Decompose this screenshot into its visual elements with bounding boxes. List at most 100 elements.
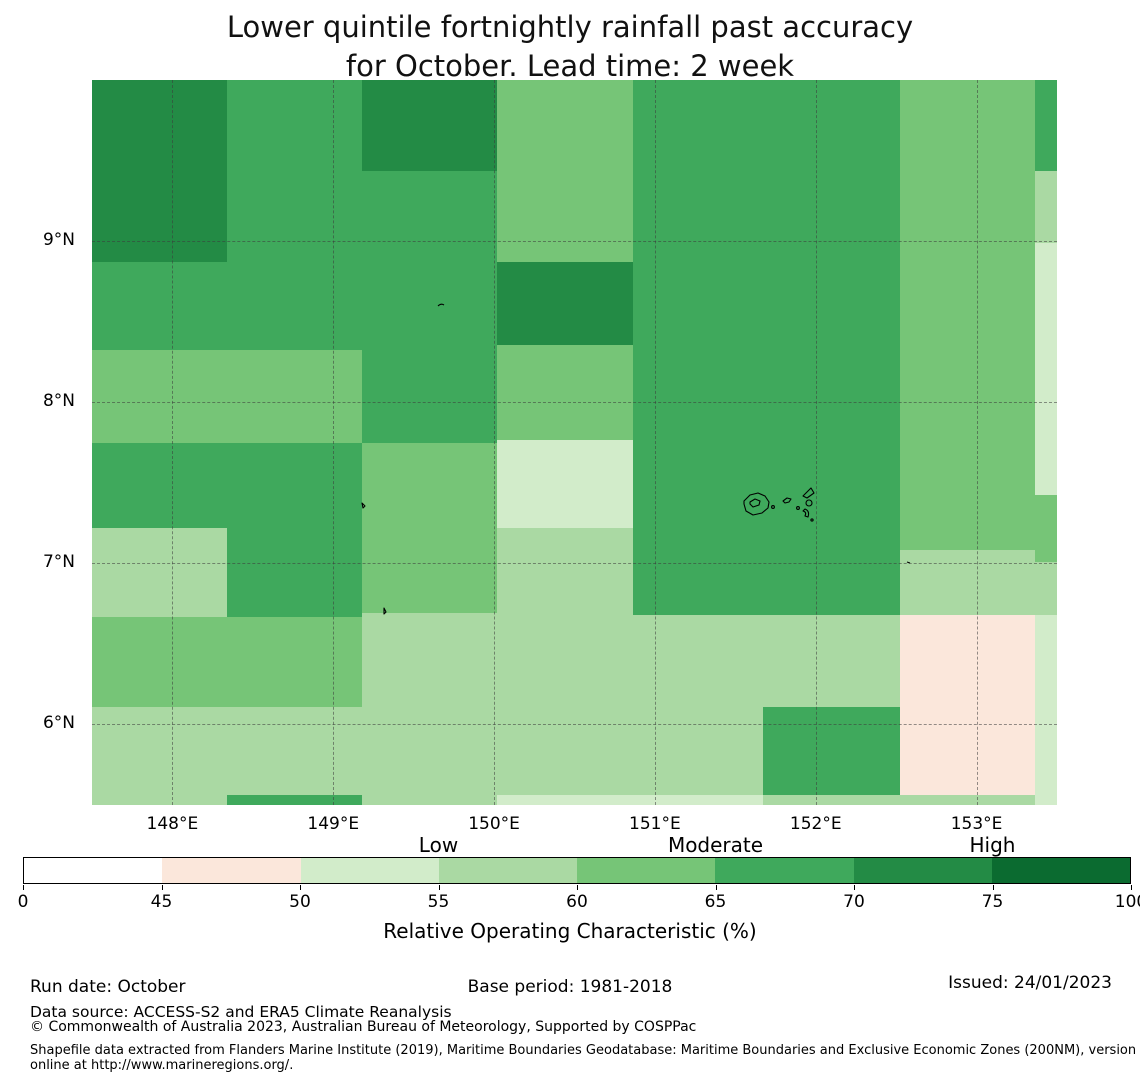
- map-cell: [92, 350, 227, 443]
- map-cell: [900, 80, 1035, 550]
- title-line-2: for October. Lead time: 2 week: [345, 49, 795, 83]
- x-tick-label: 150°E: [468, 814, 520, 834]
- map-cell: [633, 615, 763, 795]
- colorbar: [23, 857, 1131, 884]
- colorbar-tick-label: 45: [150, 892, 173, 912]
- colorbar-tick: [715, 885, 717, 890]
- colorbar-descriptor: High: [969, 833, 1016, 857]
- map-cell: [362, 171, 497, 443]
- map-cell: [227, 617, 362, 707]
- map-cell: [362, 80, 497, 171]
- page-title: Lower quintile fortnightly rainfall past…: [0, 8, 1140, 86]
- y-tick-label: 6°N: [42, 713, 75, 734]
- colorbar-segment: [438, 858, 577, 883]
- map-cell: [1035, 615, 1057, 805]
- colorbar-tick: [854, 885, 855, 890]
- islet-speck: [906, 561, 911, 564]
- colorbar-tick: [161, 885, 163, 890]
- islet-outline: [782, 497, 792, 504]
- map-cell: [92, 80, 227, 262]
- y-tick-label: 9°N: [42, 230, 75, 251]
- islet-outline: [805, 499, 813, 507]
- map-cell: [900, 615, 1035, 795]
- colorbar-segment: [300, 858, 439, 883]
- islet-dot: [796, 506, 800, 510]
- map-cell: [92, 262, 227, 350]
- shapefile-attribution-line1: Shapefile data extracted from Flanders M…: [30, 1043, 1140, 1058]
- map-cell: [92, 443, 227, 528]
- map-cell: [763, 615, 900, 707]
- colorbar-segment: [577, 858, 716, 883]
- colorbar-tick: [438, 885, 440, 890]
- title-line-1: Lower quintile fortnightly rainfall past…: [226, 10, 914, 44]
- islet-outline: [802, 508, 810, 518]
- y-tick-label: 7°N: [42, 552, 75, 573]
- map-cell: [227, 80, 362, 350]
- colorbar-segment: [24, 858, 163, 883]
- map-cell: [763, 707, 900, 795]
- colorbar-tick-label: 75: [981, 892, 1004, 912]
- run-date-text: Run date: October: [30, 977, 186, 997]
- map-cell: [227, 707, 362, 795]
- copyright-text: © Commonwealth of Australia 2023, Austra…: [30, 1019, 697, 1035]
- map-cell: [763, 80, 900, 615]
- map-cell: [92, 528, 227, 617]
- colorbar-tick: [992, 885, 994, 890]
- map-cell: [362, 443, 497, 613]
- map-cell: [633, 80, 763, 615]
- colorbar-segment: [715, 858, 854, 883]
- map-cell: [227, 443, 362, 617]
- islet-speck: [383, 607, 387, 615]
- map-cell: [1035, 80, 1057, 171]
- map-cell: [362, 613, 497, 805]
- map-cell: [497, 80, 633, 262]
- colorbar-tick-label: 100: [1114, 892, 1140, 912]
- colorbar-tick: [1131, 885, 1132, 890]
- colorbar-axis-label: Relative Operating Characteristic (%): [383, 919, 757, 943]
- map-cell: [92, 617, 227, 707]
- map-cell: [633, 795, 763, 805]
- colorbar-tick: [23, 885, 24, 890]
- chuuk-reef-outline: [743, 492, 770, 516]
- x-tick-label: 149°E: [307, 814, 360, 834]
- colorbar-segment: [991, 858, 1130, 883]
- x-tick-label: 152°E: [789, 814, 842, 834]
- map-cell: [497, 795, 633, 805]
- colorbar-tick-label: 65: [704, 892, 727, 912]
- map-cell: [227, 350, 362, 443]
- colorbar-segment: [853, 858, 992, 883]
- islet-dot: [810, 518, 814, 522]
- colorbar-tick-label: 60: [566, 892, 588, 912]
- colorbar-tick-label: 55: [427, 892, 450, 912]
- colorbar-tick-label: 0: [17, 892, 29, 912]
- island-outlines: [361, 303, 911, 615]
- islet-speck: [361, 502, 366, 509]
- map-cell: [763, 795, 900, 805]
- colorbar-tick: [577, 885, 578, 890]
- map-cell: [497, 345, 633, 440]
- colorbar-tick-label: 50: [289, 892, 311, 912]
- map-cell: [227, 795, 362, 805]
- data-source-text: Data source: ACCESS-S2 and ERA5 Climate …: [30, 1003, 452, 1021]
- map-cell: [1035, 243, 1057, 495]
- map-cell: [497, 528, 633, 795]
- colorbar-descriptor: Moderate: [667, 833, 764, 857]
- roc-heatmap: [92, 80, 1057, 805]
- x-tick-label: 153°E: [950, 814, 1003, 834]
- colorbar-segment: [162, 858, 301, 883]
- map-cell: [1035, 562, 1057, 615]
- islet-dot: [771, 505, 775, 509]
- x-tick-label: 148°E: [146, 814, 199, 834]
- map-cell: [900, 550, 1035, 615]
- map-cell: [1035, 495, 1057, 562]
- colorbar-descriptor: Low: [418, 833, 459, 857]
- map-cell: [1035, 171, 1057, 243]
- colorbar-tick: [300, 885, 301, 890]
- issued-date-text: Issued: 24/01/2023: [948, 973, 1112, 993]
- map-cell: [497, 440, 633, 528]
- y-tick-label: 8°N: [42, 391, 75, 412]
- x-tick-label: 151°E: [629, 814, 681, 834]
- islet-outline: [802, 487, 815, 499]
- map-cell: [92, 707, 227, 805]
